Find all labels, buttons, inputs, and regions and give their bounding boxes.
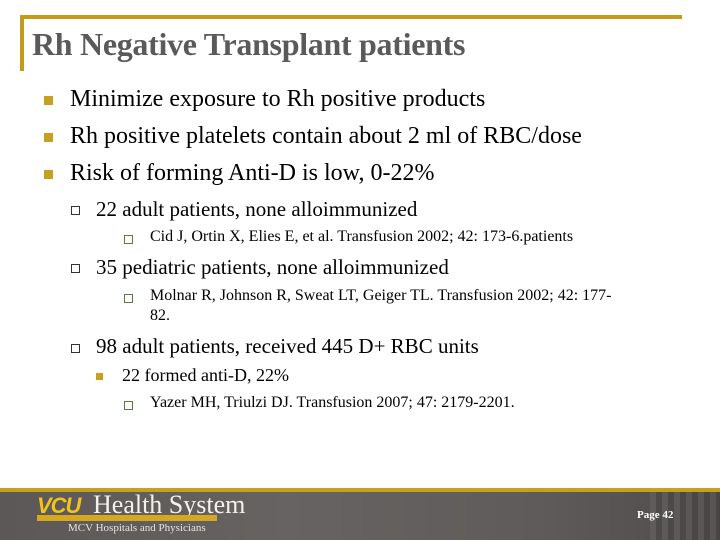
bullet-text: 22 formed anti-D, 22% <box>122 365 289 385</box>
square-bullet-icon <box>44 170 53 179</box>
box-bullet-icon <box>71 344 80 353</box>
square-bullet-icon <box>96 373 103 380</box>
footer-gold-rule <box>0 488 720 492</box>
square-bullet-icon <box>44 133 53 142</box>
citation-text: Molnar R, Johnson R, Sweat LT, Geiger TL… <box>150 287 612 304</box>
bullet-text: Risk of forming Anti-D is low, 0-22% <box>70 160 435 186</box>
vcu-logo: VCU <box>37 493 81 518</box>
bullet-text: Minimize exposure to Rh positive product… <box>70 86 486 112</box>
citation-text: Yazer MH, Triulzi DJ. Transfusion 2007; … <box>150 394 515 411</box>
box-bullet-icon <box>71 206 80 215</box>
page-number: Page 42 <box>637 509 674 521</box>
logo-health-system: Health System <box>93 490 246 519</box>
bullet-text: Rh positive platelets contain about 2 ml… <box>70 123 582 149</box>
logo-subtitle: MCV Hospitals and Physicians <box>68 522 206 534</box>
title-frame <box>20 15 682 71</box>
citation-text-continued: 82. <box>150 307 170 324</box>
footer-column-graphic <box>650 492 720 540</box>
box-bullet-icon <box>124 294 133 303</box>
logo-gold-band <box>37 515 217 521</box>
citation-text: Cid J, Ortin X, Elies E, et al. Transfus… <box>150 228 574 245</box>
square-bullet-icon <box>44 96 53 105</box>
footer-bar <box>0 488 720 540</box>
box-bullet-icon <box>124 235 133 244</box>
slide-title: Rh Negative Transplant patients <box>32 26 466 62</box>
bullet-text: 22 adult patients, none alloimmunized <box>96 197 418 221</box>
bullet-text: 35 pediatric patients, none alloimmunize… <box>96 255 449 279</box>
bullet-text: 98 adult patients, received 445 D+ RBC u… <box>96 334 479 358</box>
box-bullet-icon <box>71 264 80 273</box>
box-bullet-icon <box>124 401 133 410</box>
